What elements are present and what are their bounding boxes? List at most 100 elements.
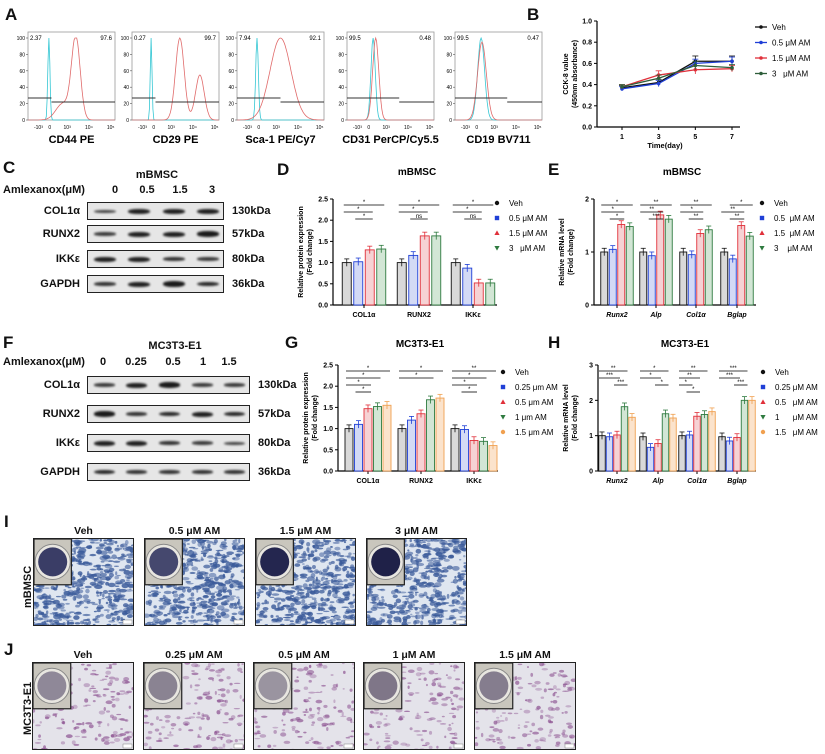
stained-cell [531, 684, 537, 688]
stained-cell [71, 553, 74, 556]
stained-cell [257, 745, 261, 748]
scale-bar [233, 743, 244, 749]
legend-marker [500, 369, 506, 375]
stained-cell [349, 604, 355, 609]
stained-cell [52, 607, 58, 611]
stained-cell [290, 612, 294, 618]
stained-cell [411, 600, 415, 603]
stained-cell [384, 722, 391, 726]
stained-cell [126, 576, 131, 579]
stained-cell [91, 603, 99, 606]
bar [354, 423, 363, 472]
stained-cell [189, 602, 196, 607]
stained-cell [448, 712, 455, 715]
stained-cell [566, 686, 573, 689]
stained-cell [333, 699, 336, 704]
stained-cell [205, 695, 213, 700]
stained-cell [515, 680, 520, 685]
stained-cell [384, 745, 392, 749]
stained-cell [464, 615, 466, 619]
stained-cell [315, 699, 323, 704]
stained-cell [394, 588, 399, 593]
stained-cell [107, 582, 116, 588]
stained-cell [128, 705, 131, 709]
stained-cell [242, 698, 244, 702]
stained-cell [375, 721, 383, 725]
stained-cell [102, 593, 105, 598]
stained-cell [95, 546, 104, 550]
y-tick-label: 100 [226, 36, 235, 42]
stained-cell [101, 678, 108, 680]
stained-cell [324, 539, 332, 543]
stained-cell [282, 723, 286, 726]
stained-cell [397, 613, 400, 615]
stained-cell [203, 579, 211, 582]
legend-label: Veh [772, 23, 786, 32]
stained-cell [183, 566, 188, 570]
stained-cell [561, 732, 566, 736]
stained-cell [98, 599, 102, 601]
stained-cell [507, 712, 513, 715]
stained-cell [158, 600, 166, 602]
micrograph [255, 538, 356, 626]
stained-cell [281, 719, 284, 722]
stained-cell [216, 736, 224, 739]
stained-cell [400, 742, 408, 746]
bar [605, 436, 614, 472]
stained-cell [453, 669, 456, 672]
stained-cell [221, 608, 230, 613]
stained-cell [84, 698, 89, 703]
stained-cell [118, 588, 127, 593]
significance-label: * [418, 200, 421, 206]
stained-cell [416, 666, 423, 672]
stained-cell [344, 555, 351, 557]
stained-cell [61, 721, 65, 724]
stained-cell [335, 589, 338, 595]
positive-percent: 99.7 [204, 36, 216, 42]
data-point [730, 59, 734, 64]
stained-cell [431, 613, 439, 617]
stained-cell [450, 742, 457, 745]
stained-cell [323, 598, 330, 602]
stained-cell [218, 678, 224, 682]
significance-label: * [362, 373, 365, 379]
stained-cell [475, 711, 479, 714]
y-axis-title-line: (Fold change) [572, 395, 579, 441]
stained-cell [216, 710, 221, 715]
stained-cell [541, 668, 549, 671]
stained-cell [323, 578, 328, 580]
stained-cell [79, 547, 87, 549]
stained-cell [339, 555, 345, 558]
significance-label: ** [691, 366, 696, 372]
stained-cell [308, 553, 315, 557]
stained-cell [231, 615, 235, 620]
stained-cell [229, 583, 234, 589]
stained-cell [105, 578, 111, 581]
stained-cell [75, 604, 80, 608]
blot-title: MC3T3-E1 [148, 340, 202, 352]
stained-cell [77, 578, 86, 584]
stained-cell [228, 624, 230, 625]
stained-cell [114, 677, 119, 681]
stained-cell [262, 606, 269, 611]
stained-cell [526, 733, 532, 735]
legend-marker [500, 429, 506, 435]
significance-label: * [420, 366, 423, 372]
bar [745, 235, 754, 306]
stained-cell [301, 611, 306, 616]
stained-cell [415, 586, 418, 590]
stained-cell [332, 593, 338, 598]
stained-cell [414, 541, 421, 544]
stained-cell [311, 565, 316, 570]
bar [639, 436, 647, 472]
stained-cell [331, 610, 337, 614]
stained-cell [298, 591, 305, 595]
stained-cell [96, 604, 104, 610]
stained-cell [550, 720, 554, 723]
significance-label: *** [652, 214, 660, 220]
stained-cell [35, 585, 41, 587]
stained-cell [329, 604, 333, 610]
stained-cell [319, 541, 324, 544]
lane-label: 0.5 [139, 184, 155, 196]
stained-cell [335, 621, 343, 625]
